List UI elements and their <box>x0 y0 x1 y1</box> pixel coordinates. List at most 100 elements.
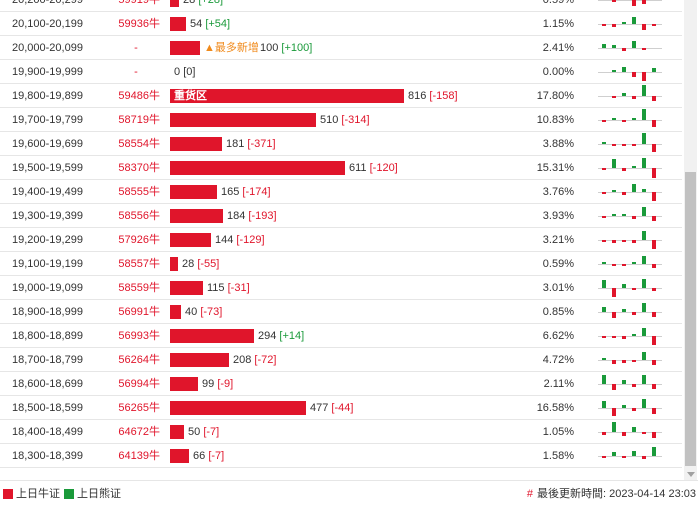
quantity-text: 165 [-174] <box>221 180 271 204</box>
cbbc-code[interactable]: 58557牛 <box>118 258 160 270</box>
sparkline-bar <box>612 312 616 318</box>
quantity-change: [0] <box>183 66 196 78</box>
sparkline-bar <box>602 280 606 288</box>
trend-sparkline <box>598 108 662 132</box>
strike-range: 19,700-19,799 <box>12 114 83 126</box>
sparkline-bar <box>622 360 626 363</box>
cbbc-code[interactable]: 58559牛 <box>118 282 160 294</box>
cbbc-code[interactable]: 58556牛 <box>118 210 160 222</box>
cbbc-code[interactable]: 59486牛 <box>118 90 160 102</box>
trend-sparkline <box>598 156 662 180</box>
table-row[interactable]: 18,900-18,999 56991牛 40 [-73] 0.85% <box>0 300 682 324</box>
sparkline-bar <box>642 432 646 434</box>
sparkline-bar <box>632 240 636 243</box>
sparkline-bar <box>612 0 616 2</box>
table-row[interactable]: 19,900-19,999 - 0 [0] 0.00% <box>0 60 682 84</box>
cbbc-code[interactable]: - <box>134 42 138 54</box>
table-row[interactable]: 19,200-19,299 57926牛 144 [-129] 3.21% <box>0 228 682 252</box>
cbbc-code[interactable]: 57926牛 <box>118 234 160 246</box>
strike-range: 19,800-19,899 <box>12 90 83 102</box>
sparkline-bar <box>622 168 626 171</box>
quantity-bar <box>170 353 229 367</box>
table-row[interactable]: 19,000-19,099 58559牛 115 [-31] 3.01% <box>0 276 682 300</box>
sparkline-bar <box>602 336 606 338</box>
share-percent: 15.31% <box>536 162 574 174</box>
share-percent: 3.21% <box>542 234 574 246</box>
quantity-change: [+54] <box>205 18 231 30</box>
cbbc-code[interactable]: 56994牛 <box>118 378 160 390</box>
table-row[interactable]: 19,600-19,699 58554牛 181 [-371] 3.88% <box>0 132 682 156</box>
sparkline-bar <box>622 240 626 242</box>
strike-range: 19,200-19,299 <box>12 234 83 246</box>
sparkline-bar <box>602 192 606 194</box>
sparkline-bar <box>622 380 626 384</box>
share-percent: 0.85% <box>542 306 574 318</box>
sparkline-bar <box>612 24 616 27</box>
sparkline-bar <box>652 360 656 365</box>
sparkline-bar <box>602 307 606 312</box>
quantity-value: 66 <box>193 450 206 462</box>
quantity-change: [-73] <box>200 306 223 318</box>
sparkline-baseline <box>598 120 662 121</box>
quantity-change: [-371] <box>247 138 276 150</box>
sparkline-bar <box>642 399 646 408</box>
table-row[interactable]: 19,500-19,599 58370牛 611 [-120] 15.31% <box>0 156 682 180</box>
sparkline-bar <box>642 85 646 96</box>
quantity-change: [-44] <box>331 402 354 414</box>
cbbc-code[interactable]: 59936牛 <box>118 18 160 30</box>
cbbc-code[interactable]: 58554牛 <box>118 138 160 150</box>
bear-legend-label: 上日熊证 <box>77 488 121 500</box>
cbbc-code[interactable]: 58370牛 <box>118 162 160 174</box>
cbbc-code[interactable]: 59919牛 <box>118 0 160 6</box>
sparkline-bar <box>622 456 626 458</box>
cbbc-code[interactable]: 58719牛 <box>118 114 160 126</box>
table-row[interactable]: 20,100-20,199 59936牛 54 [+54] 1.15% <box>0 12 682 36</box>
sparkline-bar <box>622 264 626 266</box>
cbbc-code[interactable]: 56264牛 <box>118 354 160 366</box>
table-row[interactable]: 19,400-19,499 58555牛 165 [-174] 3.76% <box>0 180 682 204</box>
sparkline-bar <box>642 109 646 120</box>
sparkline-bar <box>612 452 616 456</box>
table-row[interactable]: 18,700-18,799 56264牛 208 [-72] 4.72% <box>0 348 682 372</box>
table-row[interactable]: 19,800-19,899 59486牛 重货区 816 [-158] 17.80% <box>0 84 682 108</box>
share-percent: 1.58% <box>542 450 574 462</box>
sparkline-bar <box>612 264 616 266</box>
cbbc-code[interactable]: 58555牛 <box>118 186 160 198</box>
sparkline-bar <box>632 360 636 362</box>
share-percent: 17.80% <box>536 90 574 102</box>
table-row[interactable]: 19,700-19,799 58719牛 510 [-314] 10.83% <box>0 108 682 132</box>
share-percent: 3.01% <box>542 282 574 294</box>
table-row[interactable]: 18,600-18,699 56994牛 99 [-9] 2.11% <box>0 372 682 396</box>
cbbc-code[interactable]: 56993牛 <box>118 330 160 342</box>
quantity-text: 181 [-371] <box>226 132 276 156</box>
sparkline-bar <box>622 144 626 146</box>
table-row[interactable]: 18,800-18,899 56993牛 294 [+14] 6.62% <box>0 324 682 348</box>
table-row[interactable]: 18,400-18,499 64672牛 50 [-7] 1.05% <box>0 420 682 444</box>
sparkline-bar <box>612 190 616 192</box>
table-row[interactable]: 20,000-20,099 - ▲最多新增 100 [+100] 2.41% <box>0 36 682 60</box>
cbbc-code[interactable]: 64139牛 <box>118 450 160 462</box>
vertical-scrollbar[interactable] <box>684 0 697 480</box>
scroll-down-arrow-icon[interactable] <box>687 472 695 477</box>
sparkline-bar <box>602 358 606 360</box>
quantity-value: 181 <box>226 138 245 150</box>
table-row[interactable]: 18,500-18,599 56265牛 477 [-44] 16.58% <box>0 396 682 420</box>
cbbc-code[interactable]: 56991牛 <box>118 306 160 318</box>
sparkline-bar <box>622 336 626 339</box>
cbbc-code[interactable]: 64672牛 <box>118 426 160 438</box>
quantity-value: 28 <box>182 258 195 270</box>
share-percent: 6.62% <box>542 330 574 342</box>
share-percent: 3.76% <box>542 186 574 198</box>
sparkline-bar <box>632 427 636 432</box>
bull-legend-swatch <box>3 489 13 499</box>
trend-sparkline <box>598 396 662 420</box>
table-row[interactable]: 19,300-19,399 58556牛 184 [-193] 3.93% <box>0 204 682 228</box>
table-row[interactable]: 18,300-18,399 64139牛 66 [-7] 1.58% <box>0 444 682 468</box>
sparkline-bar <box>612 360 616 364</box>
table-row[interactable]: 20,200-20,299 59919牛 28 [+28] 0.59% <box>0 0 682 12</box>
scrollbar-thumb[interactable] <box>685 172 696 466</box>
table-row[interactable]: 19,100-19,199 58557牛 28 [-55] 0.59% <box>0 252 682 276</box>
trend-sparkline <box>598 252 662 276</box>
cbbc-code[interactable]: - <box>134 66 138 78</box>
cbbc-code[interactable]: 56265牛 <box>118 402 160 414</box>
